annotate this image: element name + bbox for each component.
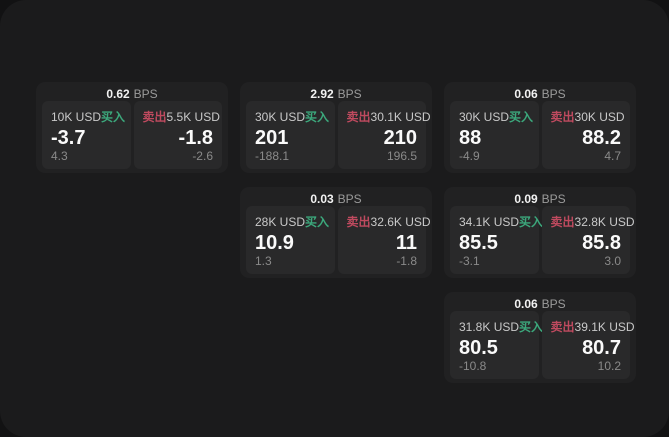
sell-pane[interactable]: 卖出 32.8K USD 85.8 3.0 xyxy=(541,206,635,274)
quote-card[interactable]: 0.09 BPS 34.1K USD 买入 85.5 -3.1 卖出 32.8K… xyxy=(444,187,636,278)
sell-pane[interactable]: 卖出 30.1K USD 210 196.5 xyxy=(337,101,431,169)
buy-price: -3.7 xyxy=(51,127,86,149)
sell-price: 11 xyxy=(395,232,417,254)
sell-delta: -1.8 xyxy=(396,254,417,268)
quote-card[interactable]: 0.62 BPS 10K USD 买入 -3.7 4.3 卖出 5.5K USD xyxy=(36,82,228,173)
sell-label: 卖出 xyxy=(346,110,371,124)
bps-header: 0.62 BPS xyxy=(42,87,222,101)
buy-label: 买入 xyxy=(519,320,544,334)
buy-price: 80.5 xyxy=(459,337,498,359)
sell-delta: -2.6 xyxy=(192,149,213,163)
sell-label: 卖出 xyxy=(550,215,575,229)
sell-delta: 10.2 xyxy=(597,359,621,373)
bps-value: 0.06 xyxy=(514,297,538,311)
bps-unit-label: BPS xyxy=(133,87,158,101)
buy-size: 30K USD xyxy=(255,109,306,124)
sell-delta: 196.5 xyxy=(386,149,417,163)
bps-value: 0.03 xyxy=(310,192,334,206)
buy-delta: 4.3 xyxy=(51,149,68,163)
sell-label: 卖出 xyxy=(142,110,167,124)
sell-label: 卖出 xyxy=(550,320,575,334)
bps-unit-label: BPS xyxy=(337,192,362,206)
sell-size: 39.1K USD xyxy=(574,319,635,334)
buy-label: 买入 xyxy=(519,215,544,229)
buy-delta: -10.8 xyxy=(459,359,487,373)
bps-value: 0.62 xyxy=(106,87,130,101)
sell-pane[interactable]: 卖出 32.6K USD 11 -1.8 xyxy=(337,206,431,274)
bps-header: 0.06 BPS xyxy=(450,297,630,311)
buy-pane[interactable]: 31.8K USD 买入 80.5 -10.8 xyxy=(450,311,543,379)
bps-value: 0.09 xyxy=(514,192,538,206)
bps-header: 0.06 BPS xyxy=(450,87,630,101)
bps-unit-label: BPS xyxy=(541,192,566,206)
sell-size: 5.5K USD xyxy=(166,109,220,124)
buy-pane[interactable]: 10K USD 买入 -3.7 4.3 xyxy=(42,101,131,169)
bps-value: 0.06 xyxy=(514,87,538,101)
sell-price: 210 xyxy=(383,127,417,149)
sell-size: 32.8K USD xyxy=(574,214,635,229)
bps-header: 2.92 BPS xyxy=(246,87,426,101)
buy-delta: -3.1 xyxy=(459,254,480,268)
sell-size: 30K USD xyxy=(574,109,625,124)
bps-unit-label: BPS xyxy=(337,87,362,101)
buy-label: 买入 xyxy=(509,110,534,124)
bps-unit-label: BPS xyxy=(541,87,566,101)
sell-pane[interactable]: 卖出 39.1K USD 80.7 10.2 xyxy=(541,311,635,379)
buy-label: 买入 xyxy=(305,215,330,229)
buy-size: 34.1K USD xyxy=(459,214,520,229)
buy-price: 201 xyxy=(255,127,289,149)
sell-delta: 4.7 xyxy=(604,149,621,163)
bps-header: 0.03 BPS xyxy=(246,192,426,206)
buy-delta: -4.9 xyxy=(459,149,480,163)
buy-label: 买入 xyxy=(305,110,330,124)
buy-pane[interactable]: 30K USD 买入 88 -4.9 xyxy=(450,101,539,169)
sell-pane[interactable]: 卖出 5.5K USD -1.8 -2.6 xyxy=(133,101,222,169)
quote-card-grid: 0.62 BPS 10K USD 买入 -3.7 4.3 卖出 5.5K USD xyxy=(36,82,636,383)
quote-card[interactable]: 0.06 BPS 30K USD 买入 88 -4.9 卖出 30K USD xyxy=(444,82,636,173)
bps-header: 0.09 BPS xyxy=(450,192,630,206)
sell-size: 32.6K USD xyxy=(370,214,431,229)
buy-size: 10K USD xyxy=(51,109,102,124)
sell-label: 卖出 xyxy=(346,215,371,229)
bps-unit-label: BPS xyxy=(541,297,566,311)
sell-price: 80.7 xyxy=(582,337,621,359)
quote-card[interactable]: 2.92 BPS 30K USD 买入 201 -188.1 卖出 30.1K … xyxy=(240,82,432,173)
buy-pane[interactable]: 30K USD 买入 201 -188.1 xyxy=(246,101,335,169)
buy-size: 28K USD xyxy=(255,214,306,229)
buy-label: 买入 xyxy=(101,110,126,124)
buy-size: 30K USD xyxy=(459,109,510,124)
sell-size: 30.1K USD xyxy=(370,109,431,124)
sell-pane[interactable]: 卖出 30K USD 88.2 4.7 xyxy=(541,101,630,169)
sell-price: 88.2 xyxy=(582,127,621,149)
buy-size: 31.8K USD xyxy=(459,319,520,334)
quote-card[interactable]: 0.06 BPS 31.8K USD 买入 80.5 -10.8 卖出 39.1… xyxy=(444,292,636,383)
quote-card[interactable]: 0.03 BPS 28K USD 买入 10.9 1.3 卖出 32.6K US… xyxy=(240,187,432,278)
sell-delta: 3.0 xyxy=(604,254,621,268)
buy-delta: -188.1 xyxy=(255,149,290,163)
buy-price: 10.9 xyxy=(255,232,294,254)
buy-price: 88 xyxy=(459,127,482,149)
buy-price: 85.5 xyxy=(459,232,498,254)
sell-label: 卖出 xyxy=(550,110,575,124)
buy-pane[interactable]: 34.1K USD 买入 85.5 -3.1 xyxy=(450,206,543,274)
buy-delta: 1.3 xyxy=(255,254,272,268)
bps-value: 2.92 xyxy=(310,87,334,101)
sell-price: -1.8 xyxy=(178,127,213,149)
buy-pane[interactable]: 28K USD 买入 10.9 1.3 xyxy=(246,206,335,274)
sell-price: 85.8 xyxy=(582,232,621,254)
